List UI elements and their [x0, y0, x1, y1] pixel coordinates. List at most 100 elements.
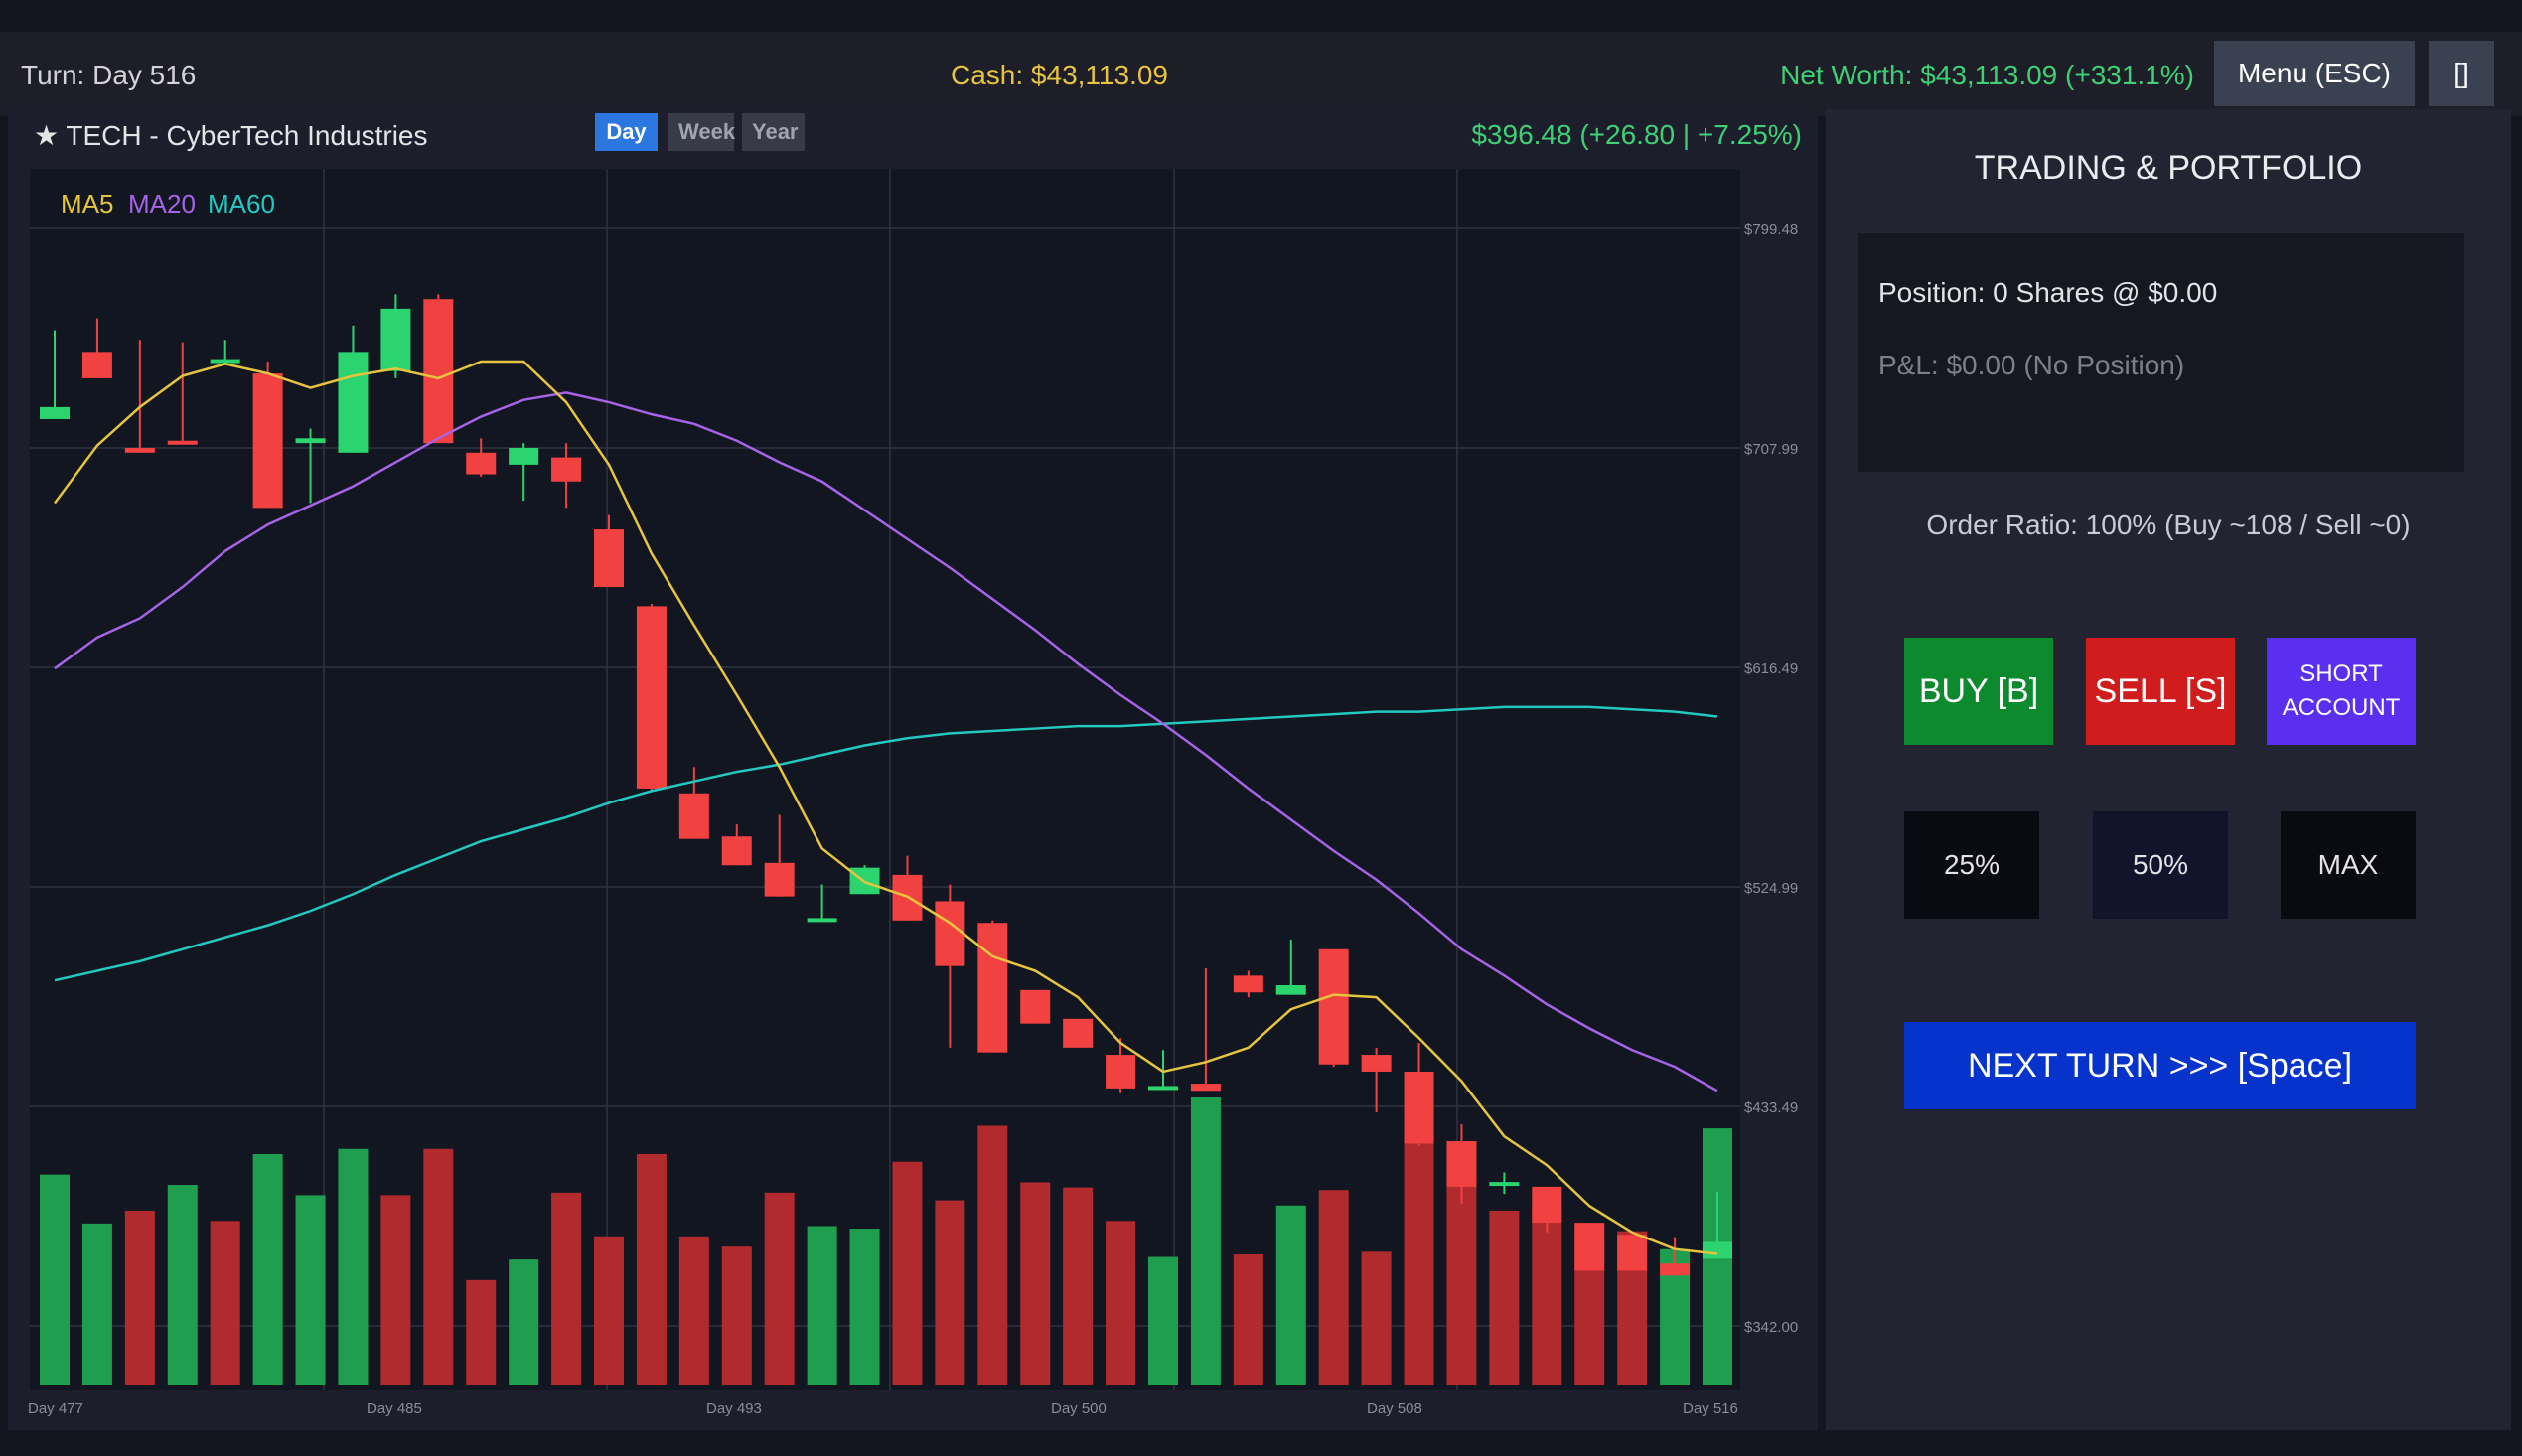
- fullscreen-button[interactable]: []: [2429, 41, 2494, 106]
- net-worth-display: Net Worth: $43,113.09 (+331.1%): [1780, 60, 2194, 90]
- volume-bar: [636, 1153, 667, 1385]
- volume-bar: [210, 1221, 240, 1385]
- candle-body: [1660, 1263, 1691, 1276]
- volume-bar: [81, 1223, 112, 1385]
- candle-body: [636, 606, 667, 789]
- volume-bar: [764, 1192, 795, 1385]
- x-tick-label: Day 477: [28, 1400, 83, 1417]
- volume-bar: [721, 1246, 752, 1385]
- short-label-line2: ACCOUNT: [2282, 694, 2401, 721]
- y-tick-label: $799.48: [1744, 221, 1798, 238]
- y-tick-label: $707.99: [1744, 441, 1798, 458]
- candle-body: [1489, 1182, 1520, 1187]
- top-status-bar: Turn: Day 516 Cash: $43,113.09 Net Worth…: [0, 32, 2522, 116]
- volume-bar: [167, 1185, 198, 1385]
- volume-bar: [849, 1229, 880, 1385]
- volume-bar: [1446, 1179, 1477, 1385]
- candle-body: [210, 359, 240, 364]
- candle-body: [1703, 1241, 1732, 1259]
- volume-bar: [807, 1226, 837, 1385]
- volume-bar: [423, 1148, 454, 1385]
- volume-bar: [551, 1192, 582, 1385]
- volume-bar: [935, 1200, 965, 1385]
- candle-body: [764, 862, 795, 897]
- volume-bar: [380, 1195, 411, 1385]
- candle-body: [935, 901, 965, 966]
- x-tick-label: Day 500: [1051, 1400, 1107, 1417]
- volume-bar: [678, 1236, 709, 1385]
- ratio-max-button[interactable]: MAX: [2281, 811, 2416, 919]
- candle-body: [1617, 1235, 1648, 1271]
- volume-bar: [1190, 1097, 1221, 1385]
- candle-body: [423, 299, 454, 444]
- volume-bar: [1275, 1205, 1306, 1385]
- candle-body: [1361, 1055, 1392, 1072]
- ma60-line: [54, 705, 1718, 982]
- ma5-line: [53, 360, 1718, 1255]
- candle-body: [509, 447, 539, 465]
- next-turn-button[interactable]: NEXT TURN >>> [Space]: [1904, 1022, 2416, 1109]
- x-tick-label: Day 508: [1367, 1400, 1422, 1417]
- volume-bar: [1404, 1135, 1434, 1385]
- x-tick-label: Day 516: [1683, 1400, 1738, 1417]
- ratio-50-button[interactable]: 50%: [2093, 811, 2228, 919]
- candle-body: [1574, 1223, 1605, 1271]
- position-text: Position: 0 Shares @ $0.00: [1878, 277, 2218, 308]
- pnl-text: P&L: $0.00 (No Position): [1878, 350, 2185, 380]
- volume-bar: [338, 1148, 369, 1385]
- position-card: Position: 0 Shares @ $0.00 P&L: $0.00 (N…: [1858, 233, 2464, 472]
- sell-button[interactable]: SELL [S]: [2086, 638, 2235, 745]
- candle-body: [1190, 1084, 1221, 1092]
- panel-title: TRADING & PORTFOLIO: [1974, 149, 2363, 187]
- candle-body: [380, 308, 411, 371]
- candle-body: [1020, 989, 1051, 1024]
- menu-button[interactable]: Menu (ESC): [2214, 41, 2415, 106]
- candle-body: [721, 836, 752, 866]
- trading-portfolio-panel: TRADING & PORTFOLIO Position: 0 Shares @…: [1826, 109, 2511, 1430]
- timeframe-week-tab[interactable]: Week: [668, 113, 735, 151]
- candle-body: [594, 529, 624, 588]
- volume-bar: [977, 1125, 1008, 1385]
- candle-body: [40, 406, 70, 419]
- candle-body: [1148, 1086, 1178, 1091]
- candle-body: [1106, 1055, 1136, 1089]
- volume-bar: [295, 1195, 326, 1385]
- candle-body: [252, 373, 283, 509]
- volume-bar: [1020, 1182, 1051, 1385]
- chart-header: ★ TECH - CyberTech Industries Day Week Y…: [8, 109, 1818, 169]
- candle-body: [338, 352, 369, 453]
- cash-display: Cash: $43,113.09: [951, 60, 1168, 90]
- volume-bar: [40, 1174, 70, 1385]
- y-tick-label: $524.99: [1744, 880, 1798, 897]
- volume-bar: [1063, 1187, 1094, 1385]
- x-tick-label: Day 493: [706, 1400, 762, 1417]
- legend-ma20: MA20: [128, 189, 196, 218]
- legend-ma60: MA60: [208, 189, 275, 218]
- timeframe-day-tab[interactable]: Day: [595, 113, 658, 151]
- order-ratio-text: Order Ratio: 100% (Buy ~108 / Sell ~0): [1926, 510, 2411, 540]
- timeframe-year-tab[interactable]: Year: [742, 113, 805, 151]
- volume-bar: [1532, 1208, 1562, 1385]
- volume-bar: [466, 1279, 497, 1385]
- ratio-25-button[interactable]: 25%: [1904, 811, 2039, 919]
- volume-bar: [1361, 1251, 1392, 1385]
- volume-bar: [252, 1153, 283, 1385]
- volume-bar: [892, 1161, 923, 1385]
- volume-bar: [124, 1210, 155, 1385]
- current-price-change: $396.48 (+26.80 | +7.25%): [1471, 119, 1802, 150]
- candle-body: [81, 352, 112, 378]
- chart-panel: ★ TECH - CyberTech Industries Day Week Y…: [8, 109, 1818, 1430]
- candle-body: [1404, 1071, 1434, 1144]
- x-tick-label: Day 485: [367, 1400, 422, 1417]
- ticker-title: ★ TECH - CyberTech Industries: [34, 120, 428, 151]
- volume-bar: [1318, 1190, 1349, 1385]
- candle-body: [295, 438, 326, 444]
- buy-button[interactable]: BUY [B]: [1904, 638, 2053, 745]
- short-account-button[interactable]: SHORT ACCOUNT: [2267, 638, 2416, 745]
- y-tick-label: $433.49: [1744, 1099, 1798, 1116]
- volume-bar: [1489, 1210, 1520, 1385]
- volume-bar: [509, 1259, 539, 1385]
- candle-body: [551, 457, 582, 482]
- candlestick-chart[interactable]: $799.48 $707.99 $616.49 $524.99 $433.49 $342.…: [8, 109, 1818, 1430]
- volume-bar: [1233, 1253, 1263, 1385]
